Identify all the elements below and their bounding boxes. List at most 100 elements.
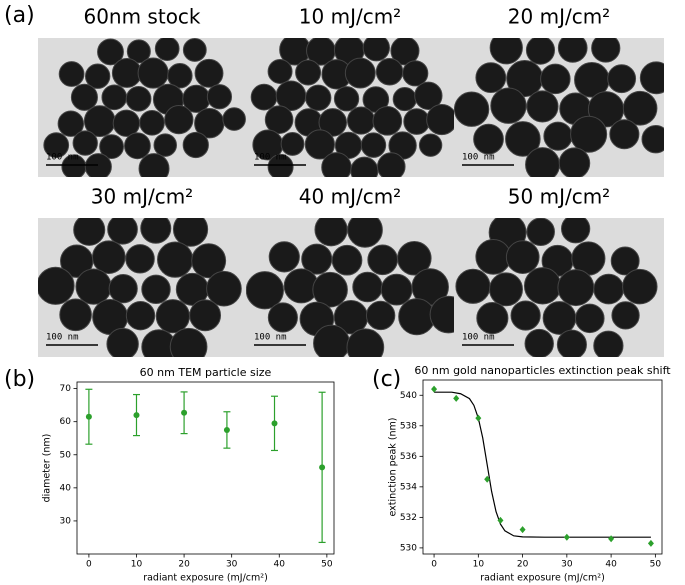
particle bbox=[124, 132, 151, 160]
particle bbox=[609, 119, 640, 150]
particle bbox=[141, 274, 171, 305]
particle bbox=[611, 301, 640, 330]
particle bbox=[505, 240, 540, 274]
tem-image: 100 nm bbox=[246, 38, 454, 177]
particle bbox=[475, 238, 512, 275]
particle bbox=[140, 218, 172, 244]
tem-image: 100 nm bbox=[38, 38, 246, 177]
data-point bbox=[181, 409, 188, 416]
x-tick-label: 30 bbox=[561, 560, 573, 570]
particle bbox=[352, 271, 383, 303]
particle bbox=[360, 132, 387, 158]
y-tick-label: 40 bbox=[60, 483, 72, 493]
y-axis-label: diameter (nm) bbox=[42, 434, 53, 503]
particle bbox=[557, 269, 595, 307]
particle bbox=[206, 270, 242, 307]
particle bbox=[524, 328, 554, 357]
particle bbox=[97, 38, 124, 66]
particle bbox=[138, 153, 170, 177]
y-tick-label: 538 bbox=[400, 421, 417, 431]
particle bbox=[125, 85, 152, 112]
data-point bbox=[223, 426, 230, 433]
data-point bbox=[453, 394, 460, 402]
particle bbox=[164, 105, 194, 135]
particle bbox=[639, 61, 664, 95]
y-axis-label: extinction peak (nm) bbox=[388, 417, 399, 516]
particle bbox=[523, 267, 562, 305]
x-tick-label: 10 bbox=[473, 560, 485, 570]
y-tick-label: 540 bbox=[400, 391, 417, 401]
particle bbox=[137, 57, 169, 89]
particle bbox=[558, 147, 591, 177]
particle bbox=[222, 107, 246, 131]
particle bbox=[475, 62, 507, 94]
particle bbox=[347, 218, 383, 248]
particle bbox=[429, 295, 454, 334]
x-axis-label: radiant exposure (mJ/cm²) bbox=[480, 573, 605, 584]
plot-frame bbox=[422, 379, 663, 555]
particle bbox=[154, 38, 180, 62]
particle bbox=[593, 330, 624, 357]
particle bbox=[321, 152, 352, 177]
particle bbox=[331, 244, 363, 276]
scale-bar-label: 100 nm bbox=[462, 153, 495, 163]
tem-image: 100 nm bbox=[454, 38, 664, 177]
panel-label: (c) bbox=[372, 367, 401, 392]
scale-bar-label: 100 nm bbox=[462, 333, 495, 343]
particle bbox=[70, 83, 98, 111]
particle bbox=[75, 268, 112, 305]
y-tick-label: 70 bbox=[60, 384, 72, 394]
data-point bbox=[519, 526, 526, 534]
x-tick-label: 50 bbox=[650, 560, 662, 570]
particles bbox=[455, 218, 658, 357]
fit-line bbox=[434, 391, 651, 538]
particle bbox=[622, 268, 658, 305]
particle bbox=[84, 63, 111, 89]
particle bbox=[155, 299, 190, 334]
chart-title: 60 nm gold nanoparticles extinction peak… bbox=[414, 364, 671, 377]
particle bbox=[505, 121, 541, 157]
particle bbox=[543, 121, 573, 151]
particle bbox=[473, 123, 504, 155]
y-tick-label: 60 bbox=[60, 417, 72, 427]
particle bbox=[126, 39, 151, 64]
particle bbox=[372, 106, 403, 136]
particle bbox=[591, 38, 621, 63]
particle bbox=[476, 302, 509, 335]
particle bbox=[542, 301, 577, 335]
image-title: 60nm stock bbox=[83, 5, 200, 29]
particles bbox=[246, 218, 454, 357]
particle bbox=[101, 84, 128, 111]
particle bbox=[390, 38, 420, 66]
particle bbox=[246, 271, 284, 310]
scale-bar-label: 100 nm bbox=[254, 333, 287, 343]
particle bbox=[362, 38, 390, 62]
particle bbox=[414, 81, 443, 110]
x-axis-label: radiant exposure (mJ/cm²) bbox=[143, 573, 268, 584]
particle bbox=[398, 298, 436, 336]
particle bbox=[38, 266, 75, 305]
particle bbox=[489, 272, 523, 307]
data-point bbox=[133, 412, 140, 419]
particles bbox=[454, 38, 664, 177]
particle bbox=[313, 324, 351, 357]
particle bbox=[367, 244, 398, 276]
particle bbox=[99, 134, 124, 160]
particle bbox=[92, 240, 126, 274]
particle bbox=[182, 131, 209, 159]
image-title: 50 mJ/cm² bbox=[508, 185, 610, 209]
chart-title: 60 nm TEM particle size bbox=[140, 366, 272, 379]
data-point bbox=[497, 516, 504, 524]
particle bbox=[169, 327, 208, 357]
particle bbox=[267, 59, 293, 84]
particles bbox=[43, 38, 246, 177]
particle bbox=[189, 299, 222, 332]
x-tick-label: 10 bbox=[131, 560, 143, 570]
particle bbox=[510, 300, 541, 331]
data-point bbox=[85, 413, 92, 420]
particle bbox=[526, 218, 555, 246]
particle bbox=[490, 87, 527, 124]
particle bbox=[593, 273, 624, 305]
particle bbox=[526, 90, 559, 123]
